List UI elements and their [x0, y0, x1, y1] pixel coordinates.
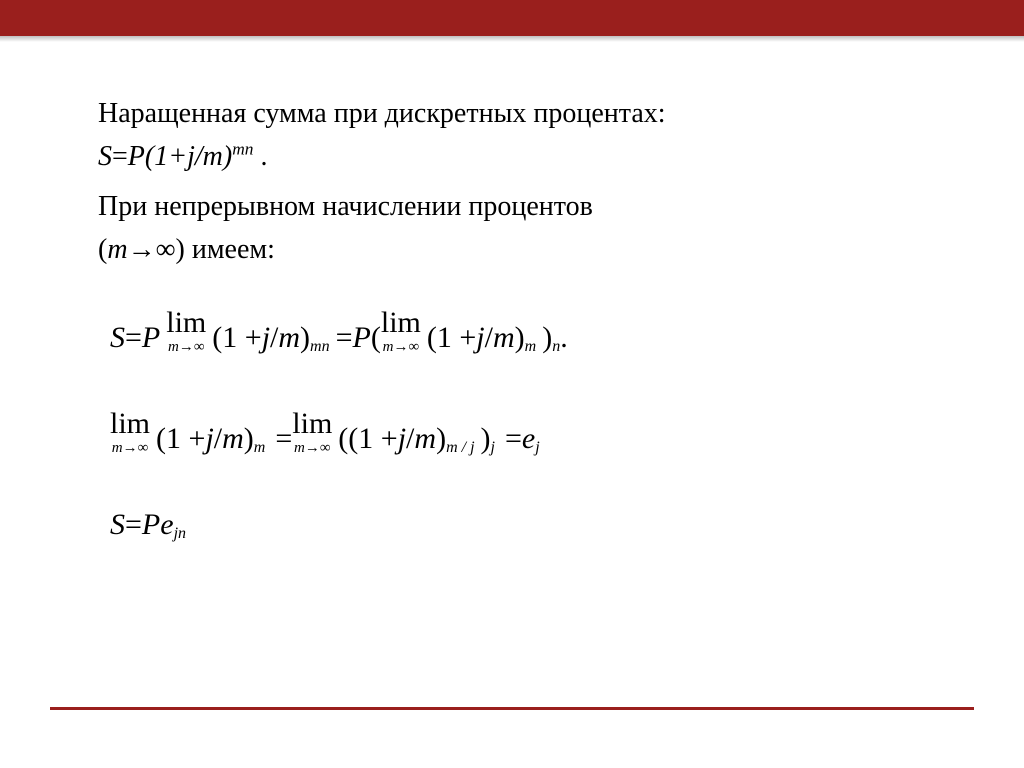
eq1-eq-1: =	[125, 321, 142, 355]
eq2-m: m	[222, 422, 244, 456]
eq2-eq-1: =	[275, 422, 292, 456]
eq2-j2: j	[398, 422, 406, 456]
eq2-lim-1: lim m→∞	[110, 409, 150, 456]
eq1-P2: P	[353, 321, 371, 355]
eq1-S: S	[110, 321, 125, 355]
eq3-eq: =	[125, 508, 142, 542]
formula-lhs: S	[98, 141, 112, 172]
p2-close: ) имеем:	[176, 234, 275, 265]
formula-period: .	[253, 141, 267, 172]
eq1-open-3: (1 +	[427, 321, 476, 355]
paragraph-2-line-2: (m→∞) имеем:	[98, 231, 928, 270]
eq2-close2: )	[481, 422, 491, 456]
lim-label-2: lim	[381, 308, 421, 338]
p2-open: (	[98, 234, 107, 265]
eq3-S: S	[110, 508, 125, 542]
eq1-close-3: )	[515, 321, 525, 355]
eq2-eq-2: =	[505, 422, 522, 456]
eq3-Pe: Pe	[142, 508, 174, 542]
lim-sub-2: m→∞	[383, 340, 420, 355]
eq1-open-1: (1 +	[212, 321, 261, 355]
eq1-m-2: m	[493, 321, 515, 355]
eq2-j: j	[205, 422, 213, 456]
eq1-P: P	[142, 321, 160, 355]
eq2-e: e	[522, 422, 535, 456]
formula-eq: =	[112, 141, 128, 172]
p2-var: m	[107, 234, 127, 265]
formula-rhs-base: P(1+j/m)	[128, 141, 232, 172]
eq1-j-1: j	[262, 321, 270, 355]
eq1-open2: (	[371, 321, 381, 355]
eq2-close: )	[244, 422, 254, 456]
eq1-m-1: m	[278, 321, 300, 355]
lim-sub: m→∞	[168, 340, 205, 355]
slide-content: Наращенная сумма при дискретных процента…	[98, 95, 928, 542]
eq1-slash-2: /	[485, 321, 493, 355]
slide-bottom-rule	[50, 707, 974, 710]
lim-label: lim	[166, 308, 206, 338]
p2-arrow: →∞	[128, 234, 176, 265]
eq2-m2: m	[414, 422, 436, 456]
paragraph-1-line-1: Наращенная сумма при дискретных процента…	[98, 95, 928, 134]
equation-3: S = Pe jn	[110, 508, 928, 542]
eq1-slash-1: /	[270, 321, 278, 355]
slide-top-shadow	[0, 36, 1024, 42]
eq1-j-2: j	[476, 321, 484, 355]
equation-2: lim m→∞ (1 + j / m ) m = lim m→∞ ((1 + j…	[110, 409, 928, 456]
eq2-slash: /	[214, 422, 222, 456]
eq2-dclose: )	[436, 422, 446, 456]
lim-label-3: lim	[110, 409, 150, 439]
eq2-open: (1 +	[156, 422, 205, 456]
paragraph-2-line-1: При непрерывном начислении процентов	[98, 188, 928, 227]
eq2-lim-2: lim m→∞	[292, 409, 332, 456]
eq1-eq-2: =	[336, 321, 353, 355]
lim-label-4: lim	[292, 409, 332, 439]
eq1-lim-1: lim m→∞	[166, 308, 206, 355]
eq1-lim-2: lim m→∞	[381, 308, 421, 355]
lim-sub-3: m→∞	[112, 441, 149, 456]
eq2-slash2: /	[406, 422, 414, 456]
eq1-period: .	[560, 321, 568, 355]
lim-sub-4: m→∞	[294, 441, 331, 456]
eq2-dopen: ((1 +	[338, 422, 397, 456]
eq1-close-1: )	[300, 321, 310, 355]
eq1-close-4: )	[542, 321, 552, 355]
paragraph-1-formula: S=P(1+j/m)mn .	[98, 138, 928, 177]
equation-1: S = P lim m→∞ (1 + j / m ) mn = P ( lim …	[110, 308, 928, 355]
slide-top-bar	[0, 0, 1024, 36]
formula-rhs-sup: mn	[232, 139, 253, 158]
